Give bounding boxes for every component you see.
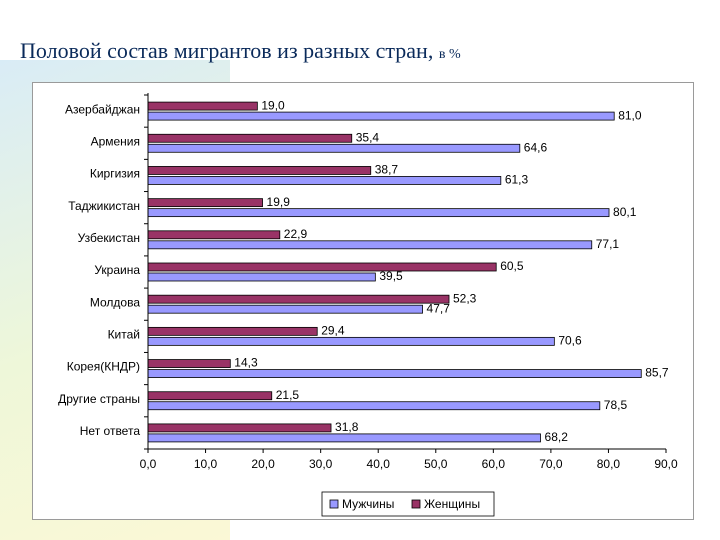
legend xyxy=(321,491,495,517)
bar-men xyxy=(147,176,502,185)
bar-women xyxy=(147,326,318,336)
x-tick-label: 40,0 xyxy=(367,457,391,471)
data-label: 39,5 xyxy=(379,269,403,283)
category-label: Корея(КНДР) xyxy=(67,360,140,374)
bar-men xyxy=(147,208,610,218)
x-tick-label: 70,0 xyxy=(539,457,563,471)
data-label: 21,5 xyxy=(276,388,300,402)
data-label: 68,2 xyxy=(545,430,569,444)
x-tick-label: 0,0 xyxy=(140,457,157,471)
bar-men xyxy=(147,401,601,411)
bar-women xyxy=(147,230,281,240)
data-label: 61,3 xyxy=(505,173,529,187)
bar-women xyxy=(147,166,372,175)
data-label: 19,0 xyxy=(261,98,285,112)
legend-swatch xyxy=(329,499,339,509)
category-label: Армения xyxy=(91,134,140,148)
data-label: 47,7 xyxy=(427,301,451,315)
bar-women xyxy=(147,133,353,143)
data-label: 52,3 xyxy=(453,291,477,305)
x-tick-label: 20,0 xyxy=(251,457,275,471)
data-label: 64,6 xyxy=(524,140,548,154)
category-label: Китай xyxy=(108,328,140,342)
category-label: Киргизия xyxy=(90,167,140,181)
bar-women xyxy=(147,294,450,304)
bar-men xyxy=(147,336,555,346)
title-main: Половой состав мигрантов из разных стран… xyxy=(20,38,434,63)
x-tick-label: 60,0 xyxy=(482,457,506,471)
x-tick-label: 30,0 xyxy=(309,457,333,471)
bar-women xyxy=(147,198,263,208)
data-label: 81,0 xyxy=(618,108,642,122)
bar-men xyxy=(147,240,593,250)
bar-men xyxy=(147,111,615,121)
bar-men xyxy=(147,304,423,314)
category-label: Молдова xyxy=(90,295,140,309)
bar-women xyxy=(147,101,258,111)
category-label: Нет ответа xyxy=(80,424,141,438)
data-label: 60,5 xyxy=(500,259,524,273)
bar-women xyxy=(147,262,497,272)
x-tick-label: 10,0 xyxy=(194,457,218,471)
title-unit: в % xyxy=(438,47,461,62)
page-title: Половой состав мигрантов из разных стран… xyxy=(20,38,461,64)
data-label: 80,1 xyxy=(613,205,637,219)
bar-men xyxy=(147,143,521,153)
data-label: 19,9 xyxy=(267,195,291,209)
data-label: 85,7 xyxy=(645,366,669,380)
legend-swatch xyxy=(411,499,421,509)
category-label: Таджикистан xyxy=(68,199,140,213)
data-label: 14,3 xyxy=(234,356,258,370)
category-label: Другие страны xyxy=(58,392,140,406)
data-label: 22,9 xyxy=(284,227,308,241)
category-label: Узбекистан xyxy=(78,231,140,245)
legend-label: Женщины xyxy=(424,497,480,511)
x-tick-label: 50,0 xyxy=(424,457,448,471)
data-label: 78,5 xyxy=(604,398,628,412)
category-label: Украина xyxy=(94,263,140,277)
bar-women xyxy=(147,359,231,368)
x-tick-label: 90,0 xyxy=(654,457,678,471)
data-label: 35,4 xyxy=(356,130,380,144)
data-label: 29,4 xyxy=(321,324,345,338)
data-label: 31,8 xyxy=(335,420,359,434)
bar-men xyxy=(147,272,376,282)
data-label: 38,7 xyxy=(375,163,399,177)
bar-men xyxy=(147,369,642,378)
x-tick-label: 80,0 xyxy=(597,457,621,471)
bar-men xyxy=(147,433,541,443)
data-label: 77,1 xyxy=(596,237,620,251)
bar-women xyxy=(147,423,332,433)
data-label: 70,6 xyxy=(558,334,582,348)
bar-women xyxy=(147,391,273,401)
legend-label: Мужчины xyxy=(342,497,394,511)
category-label: Азербайджан xyxy=(65,102,140,116)
